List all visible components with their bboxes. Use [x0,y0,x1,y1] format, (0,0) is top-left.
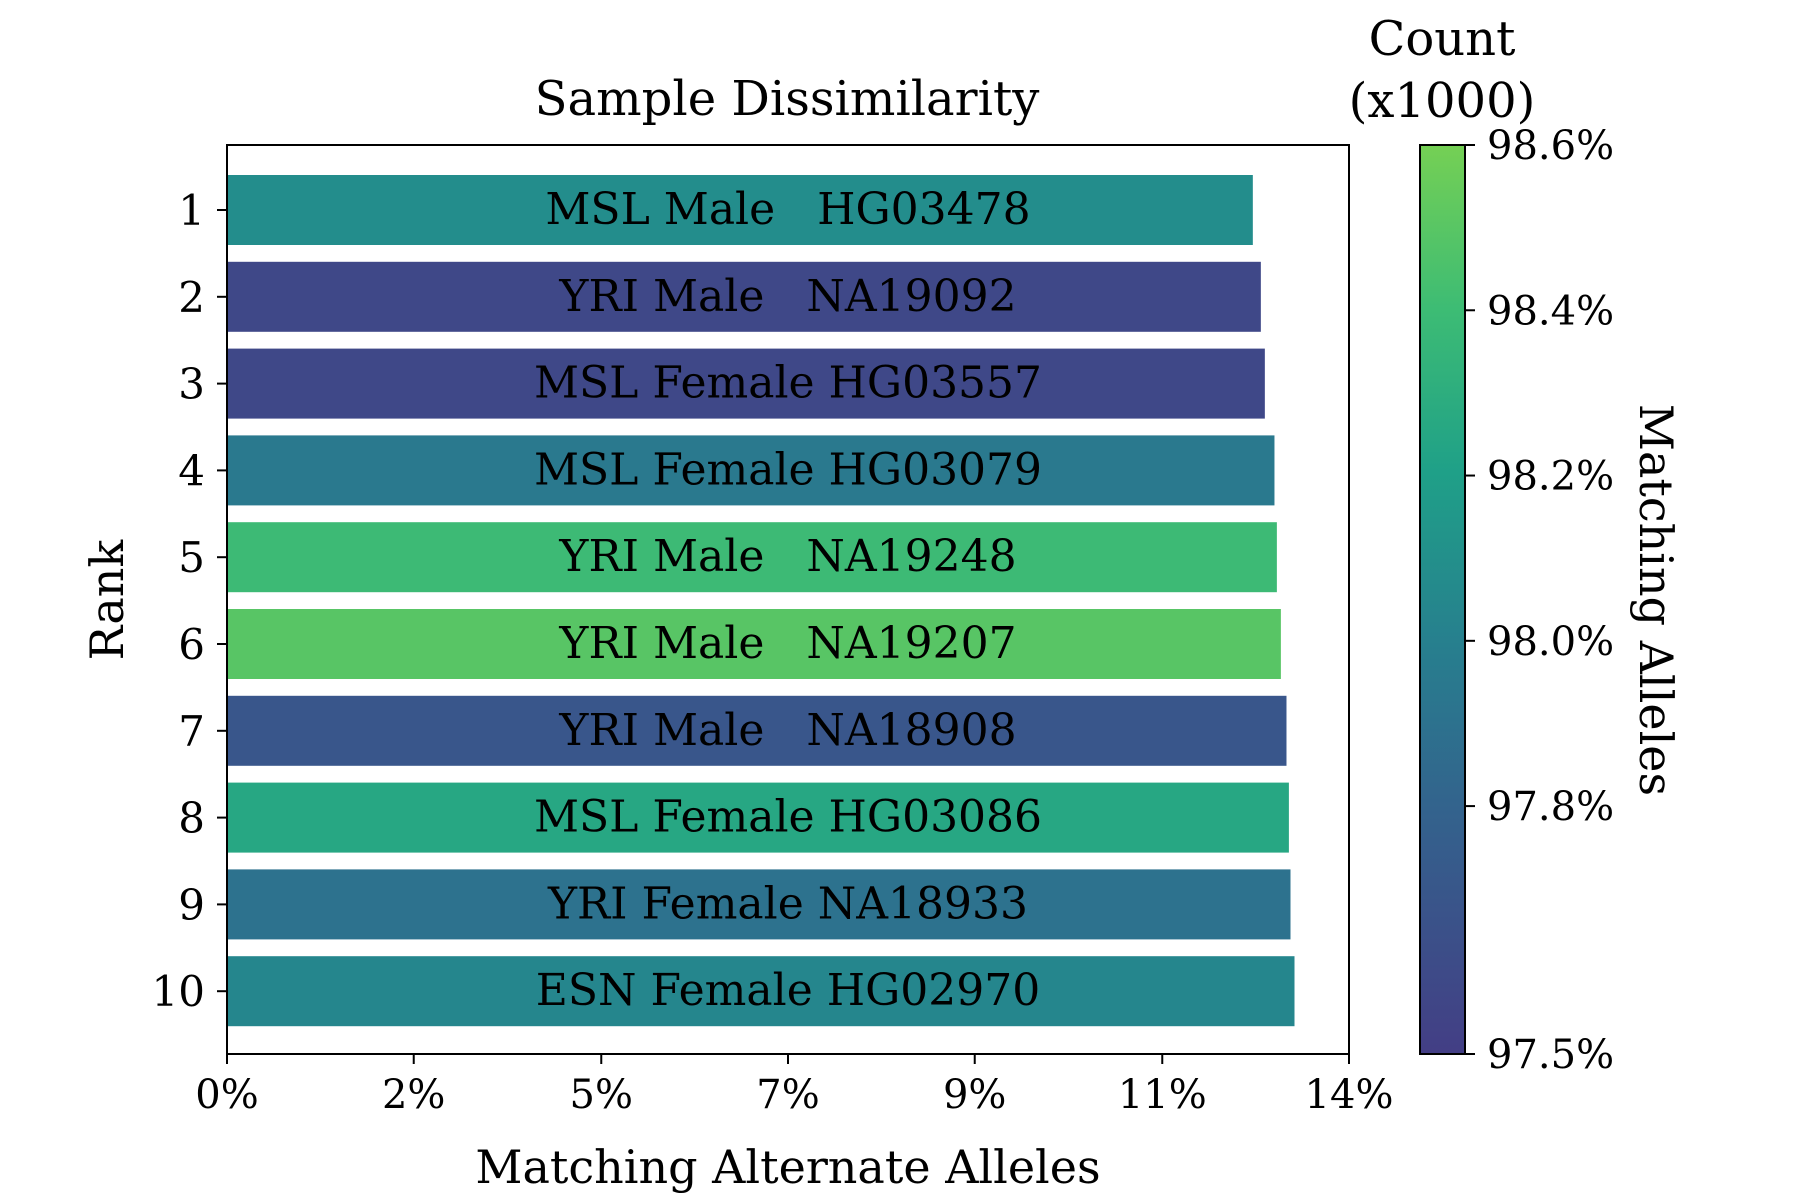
x-tick-label: 7% [756,1072,819,1118]
bar-label: YRI Female NA18933 [547,878,1028,929]
bar-label: ESN Female HG02970 [536,965,1040,1016]
colorbar [1419,144,1466,1055]
y-tick-label: 5 [178,533,205,582]
y-tick-label: 8 [178,794,205,843]
bar-group [227,175,1295,1027]
bar-rank-1 [227,175,1253,245]
y-axis-label: Rank [80,539,134,661]
bar-rank-5 [227,522,1277,593]
bar-label: YRI Male NA18908 [558,705,1016,756]
bar-label: MSL Female HG03086 [534,792,1042,843]
colorbar-title-line-2: (x1000) [1349,73,1536,129]
colorbar-tick-label: 98.6% [1487,123,1614,169]
colorbar-tick-label: 97.8% [1487,784,1614,830]
colorbar-ticks: 97.5% 97.8% 98.0% 98.2% 98.4% 98.6% [1465,123,1614,1078]
bar-label: YRI Male NA19248 [558,531,1016,582]
colorbar-tick-label: 97.5% [1487,1032,1614,1078]
y-tick-label: 10 [152,967,205,1016]
bar-rank-4 [227,435,1275,506]
bar-rank-7 [227,695,1287,766]
colorbar-tick-label: 98.2% [1487,454,1614,500]
y-tick-label: 7 [178,707,205,756]
colorbar-tick-label: 98.0% [1487,619,1614,665]
x-tick-label: 5% [570,1072,633,1118]
y-tick-label: 9 [178,880,205,929]
bar-rank-9 [227,869,1291,940]
chart-title: Sample Dissimilarity [535,71,1040,127]
bar-label: YRI Male NA19207 [558,618,1016,669]
y-tick-label: 6 [178,620,205,669]
x-axis-ticks: 0% 2% 5% 7% 9% 11% 14% [195,1054,1393,1118]
bar-label-group: MSL Male HG03478 YRI Male NA19092 MSL Fema… [534,184,1042,1016]
x-axis-label: Matching Alternate Alleles [475,1140,1100,1194]
x-tick-label: 2% [382,1072,445,1118]
bar-label: MSL Male HG03478 [545,184,1030,235]
bar-rank-2 [227,261,1261,332]
bar-label: YRI Male NA19092 [558,271,1016,322]
colorbar-tick-label: 98.4% [1487,288,1614,334]
bar-rank-3 [227,348,1265,419]
bar-label: MSL Female HG03079 [534,444,1042,495]
y-tick-label: 1 [178,186,205,235]
y-axis-ticks: 1 2 3 4 5 6 7 8 9 10 [152,186,227,1016]
x-tick-label: 0% [195,1072,258,1118]
x-tick-label: 14% [1305,1072,1394,1118]
bar-label: MSL Female HG03557 [534,358,1042,409]
bar-rank-6 [227,609,1281,679]
x-tick-label: 11% [1118,1072,1207,1118]
y-tick-label: 4 [178,446,205,495]
bar-rank-8 [227,782,1289,853]
y-tick-label: 3 [178,360,205,409]
y-tick-label: 2 [178,273,205,322]
colorbar-title-line-1: Count [1369,11,1516,67]
x-tick-label: 9% [943,1072,1006,1118]
bar-rank-10 [227,956,1295,1027]
colorbar-label: Matching Alleles [1629,404,1683,796]
